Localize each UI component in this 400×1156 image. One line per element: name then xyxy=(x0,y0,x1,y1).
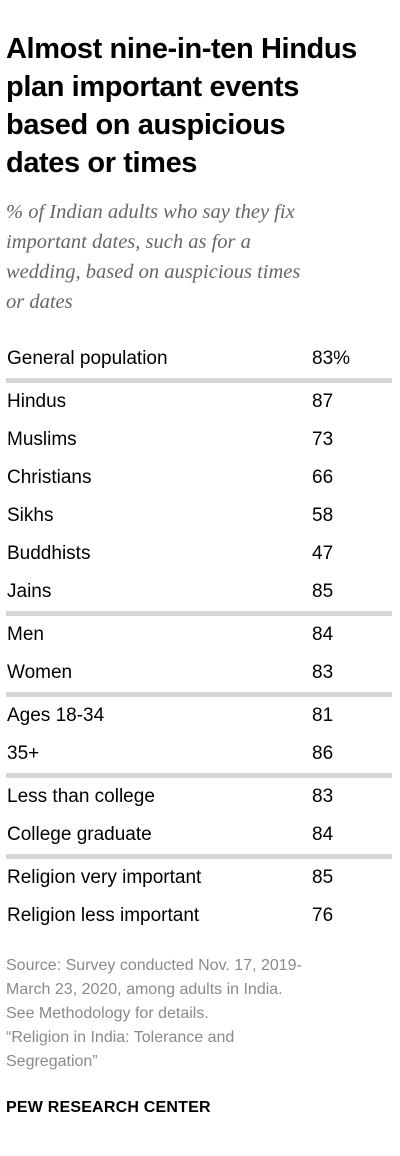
chart-title: Almost nine-in-ten Hindus plan important… xyxy=(6,33,357,179)
row-label: College graduate xyxy=(7,824,152,845)
row-label: Christians xyxy=(7,467,92,488)
data-table: General population 83% Hindus 87 Muslims 73 Ch… xyxy=(0,340,400,935)
row-label: Ages 18-34 xyxy=(7,705,105,726)
row-value: 84 xyxy=(312,624,334,645)
row-value: 66 xyxy=(312,467,334,488)
group-separator xyxy=(6,773,392,778)
table-row: Muslims 73 xyxy=(0,421,400,459)
table-row: 35+ 86 xyxy=(0,735,400,773)
row-label: General population xyxy=(7,348,168,369)
row-value: 47 xyxy=(312,543,334,564)
row-value: 58 xyxy=(312,505,334,526)
row-value: 73 xyxy=(312,429,334,450)
table-row: Buddhists 47 xyxy=(0,535,400,573)
table-row: Religion very important 85 xyxy=(0,859,400,897)
table-row: Sikhs 58 xyxy=(0,497,400,535)
row-label: Sikhs xyxy=(7,505,54,526)
table-row: Jains 85 xyxy=(0,573,400,611)
table-row: College graduate 84 xyxy=(0,816,400,854)
table-row: Less than college 83 xyxy=(0,778,400,816)
chart-subtitle: % of Indian adults who say they fix impo… xyxy=(6,201,301,313)
row-label: Hindus xyxy=(7,391,67,412)
brand-logo-text: PEW RESEARCH CENTER xyxy=(6,1099,211,1116)
row-label: Men xyxy=(7,624,44,645)
row-label: Women xyxy=(7,662,73,683)
row-value: 76 xyxy=(312,905,334,926)
row-value: 83 xyxy=(312,662,334,683)
row-value: 86 xyxy=(312,743,334,764)
table-row: Men 84 xyxy=(0,616,400,654)
row-value: 87 xyxy=(312,391,334,412)
source-note: Source: Survey conducted Nov. 17, 2019- … xyxy=(6,957,302,1070)
row-label: Religion less important xyxy=(7,905,200,926)
group-separator xyxy=(6,611,392,616)
group-separator xyxy=(6,378,392,383)
row-label: Muslims xyxy=(7,429,77,450)
group-separator xyxy=(6,854,392,859)
table-row: Religion less important 76 xyxy=(0,897,400,935)
table-row: General population 83% xyxy=(0,340,400,378)
table-row: Women 83 xyxy=(0,654,400,692)
row-value: 85 xyxy=(312,581,334,602)
row-label: Buddhists xyxy=(7,543,91,564)
row-label: 35+ xyxy=(7,743,40,764)
row-label: Religion very important xyxy=(7,867,202,888)
table-row: Hindus 87 xyxy=(0,383,400,421)
group-separator xyxy=(6,692,392,697)
row-value: 81 xyxy=(312,705,334,726)
table-row: Christians 66 xyxy=(0,459,400,497)
row-value: 84 xyxy=(312,824,334,845)
row-value: 85 xyxy=(312,867,334,888)
row-label: Jains xyxy=(7,581,52,602)
table-row: Ages 18-34 81 xyxy=(0,697,400,735)
row-label: Less than college xyxy=(7,786,155,807)
row-value: 83 xyxy=(312,786,334,807)
row-value: 83% xyxy=(312,348,351,369)
